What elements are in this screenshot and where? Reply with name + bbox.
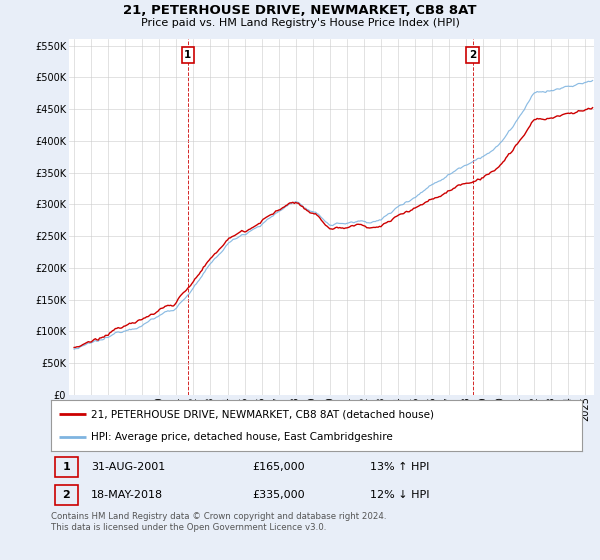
Text: 21, PETERHOUSE DRIVE, NEWMARKET, CB8 8AT (detached house): 21, PETERHOUSE DRIVE, NEWMARKET, CB8 8AT… xyxy=(91,409,434,419)
Text: 2: 2 xyxy=(469,50,476,60)
Text: 18-MAY-2018: 18-MAY-2018 xyxy=(91,490,163,500)
Text: 2: 2 xyxy=(62,490,70,500)
Text: Price paid vs. HM Land Registry's House Price Index (HPI): Price paid vs. HM Land Registry's House … xyxy=(140,18,460,28)
Bar xyxy=(55,485,77,505)
Text: 31-AUG-2001: 31-AUG-2001 xyxy=(91,462,165,472)
Text: 13% ↑ HPI: 13% ↑ HPI xyxy=(370,462,429,472)
Text: 1: 1 xyxy=(62,462,70,472)
Text: 12% ↓ HPI: 12% ↓ HPI xyxy=(370,490,429,500)
Text: £165,000: £165,000 xyxy=(253,462,305,472)
Bar xyxy=(55,457,77,477)
Text: 21, PETERHOUSE DRIVE, NEWMARKET, CB8 8AT: 21, PETERHOUSE DRIVE, NEWMARKET, CB8 8AT xyxy=(123,4,477,17)
Text: 1: 1 xyxy=(184,50,191,60)
Text: £335,000: £335,000 xyxy=(253,490,305,500)
Text: HPI: Average price, detached house, East Cambridgeshire: HPI: Average price, detached house, East… xyxy=(91,432,392,442)
Text: Contains HM Land Registry data © Crown copyright and database right 2024.
This d: Contains HM Land Registry data © Crown c… xyxy=(51,512,386,532)
